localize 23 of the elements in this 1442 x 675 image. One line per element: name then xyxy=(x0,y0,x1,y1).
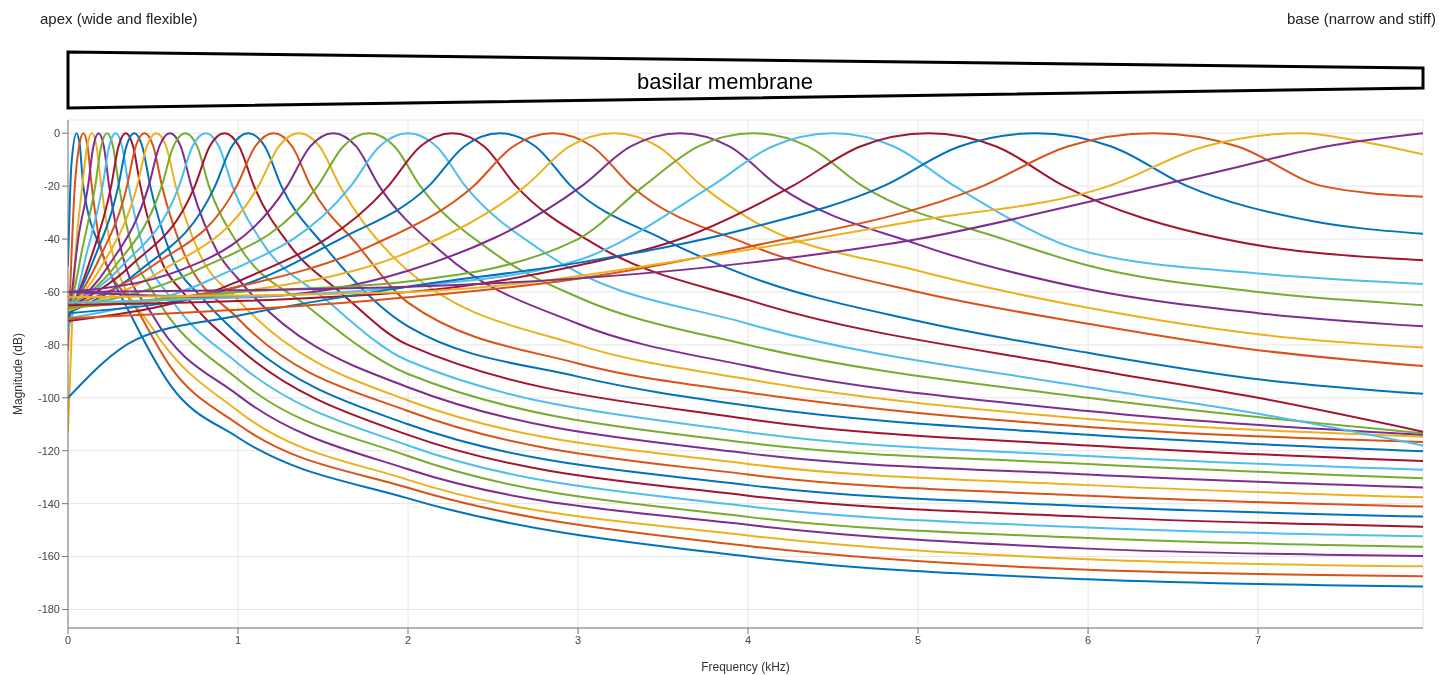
y-tick-label: -80 xyxy=(44,338,60,351)
x-tick-label: 1 xyxy=(234,633,242,646)
y-tick-label: 0 xyxy=(53,127,60,140)
x-tick-label: 7 xyxy=(1255,633,1262,646)
y-tick-label: -140 xyxy=(37,497,60,510)
y-axis-title: Magnitude (dB) xyxy=(11,332,26,416)
y-tick-label: -120 xyxy=(37,444,60,457)
y-tick-label: -100 xyxy=(37,391,60,404)
x-tick-label: 0 xyxy=(64,633,72,646)
x-tick-label: 2 xyxy=(404,633,412,646)
text: base (narrow and stiff) xyxy=(1287,10,1436,27)
text: basilar membrane xyxy=(635,69,815,95)
x-axis-title: Frequency (kHz) xyxy=(701,660,790,674)
text: apex (wide and flexible) xyxy=(40,10,198,27)
y-tick-label: -160 xyxy=(37,550,60,563)
y-tick-label: -60 xyxy=(44,285,60,298)
x-tick-label: 5 xyxy=(915,633,922,646)
x-tick-label: 3 xyxy=(574,633,582,646)
x-tick-label: 6 xyxy=(1085,633,1092,646)
x-tick-label: 4 xyxy=(744,633,752,646)
y-tick-label: -40 xyxy=(44,232,60,245)
y-tick-label: -180 xyxy=(37,603,60,616)
y-tick-label: -20 xyxy=(44,180,60,193)
